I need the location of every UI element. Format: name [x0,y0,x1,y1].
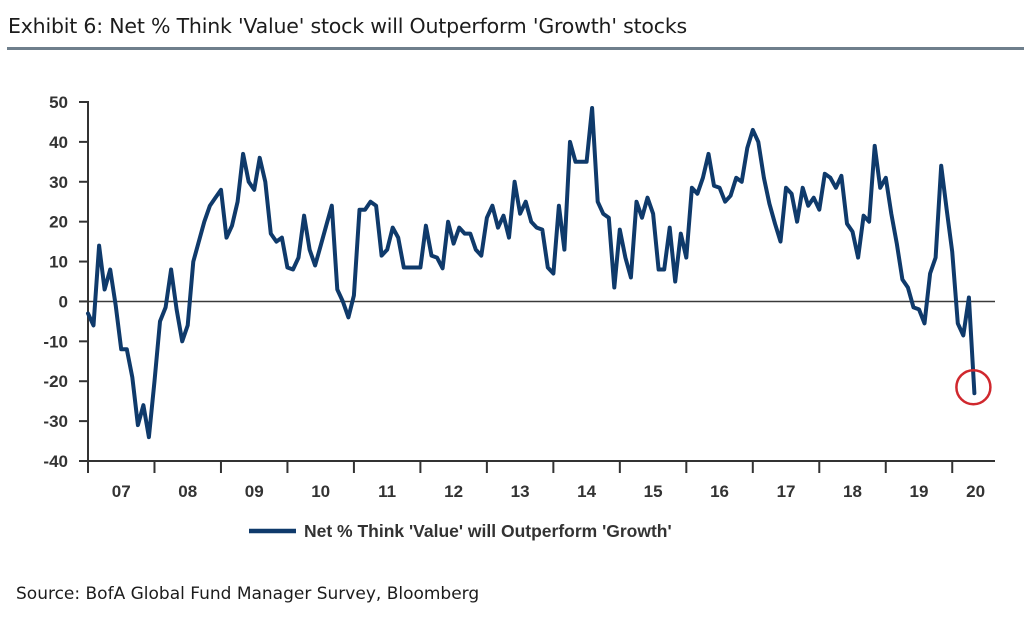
x-tick-label: 13 [511,482,530,501]
x-tick-label: 15 [644,482,663,501]
x-tick-label: 18 [843,482,862,501]
y-tick-label: -40 [43,452,68,471]
x-tick-label: 16 [710,482,729,501]
x-tick-label: 20 [966,482,985,501]
y-tick-label: 50 [49,93,68,112]
y-tick-label: -20 [43,372,68,391]
x-tick-label: 09 [245,482,264,501]
x-axis-ticks: 07 08 09 10 11 12 13 14 15 16 17 18 19 20 [112,461,985,501]
highlight-circle [955,368,992,406]
x-tick-label: 14 [577,482,596,501]
y-tick-label: 20 [49,213,68,232]
chart-title: Exhibit 6: Net % Think 'Value' stock wil… [8,14,687,38]
y-tick-label: 10 [49,253,68,272]
y-tick-label: -10 [43,332,68,351]
x-tick-label: 10 [311,482,330,501]
series-line [86,106,977,440]
x-tick-label: 07 [112,482,131,501]
y-tick-label: -30 [43,412,68,431]
x-tick-label: 12 [444,482,463,501]
y-tick-label: 40 [49,133,68,152]
title-underline [7,47,1024,50]
x-tick-label: 11 [378,482,396,501]
y-tick-label: 0 [59,292,68,311]
y-axis-ticks: 50 40 30 20 10 0 -10 -20 -30 -40 [43,93,88,471]
y-tick-label: 30 [49,173,68,192]
series-layer [86,106,977,440]
x-tick-label: 19 [910,482,929,501]
legend: Net % Think 'Value' will Outperform 'Gro… [249,521,672,541]
source-note: Source: BofA Global Fund Manager Survey,… [16,584,480,604]
legend-label: Net % Think 'Value' will Outperform 'Gro… [304,521,672,541]
x-tick-label: 08 [178,482,197,501]
x-tick-label: 17 [777,482,796,501]
